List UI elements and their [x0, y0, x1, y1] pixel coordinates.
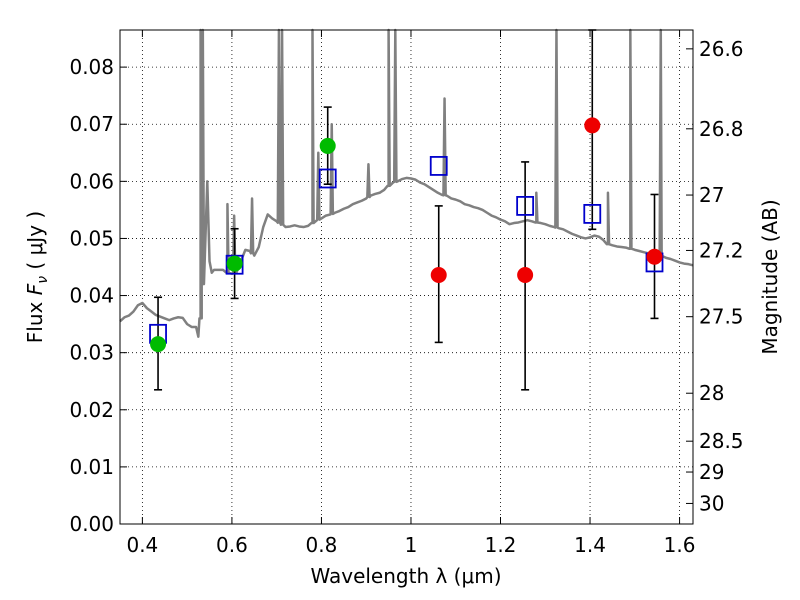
magnitude-tick-label: 26.8 [699, 117, 744, 141]
magnitude-tick-label: 30 [699, 491, 724, 515]
filled-circle-marker [646, 248, 663, 265]
y-tick-label: 0.03 [69, 341, 114, 365]
filled-circle-marker [584, 117, 601, 134]
x-tick-label: 1.6 [664, 533, 696, 557]
y-axis-title-prefix: Flux [23, 295, 47, 343]
filled-circle-marker [226, 255, 243, 272]
magnitude-tick-label: 26.6 [699, 37, 744, 61]
magnitude-tick-label: 28.5 [699, 429, 744, 453]
open-square-marker [429, 156, 448, 176]
grid-lines [120, 30, 693, 525]
y-axis-title-subscript: ν [35, 276, 51, 284]
open-square-marker [516, 195, 535, 216]
y-axis-title-symbol: F [23, 283, 47, 295]
x-tick-label: 0.8 [306, 533, 338, 557]
spectrum-line [119, 28, 694, 338]
y-tick-label: 0.05 [69, 226, 114, 250]
open-square-marker [318, 168, 337, 189]
x-tick-label: 1.4 [574, 533, 606, 557]
y-tick-label: 0.01 [69, 455, 114, 479]
filled-circle-marker [517, 267, 534, 284]
right-axis-title: Magnitude (AB) [758, 199, 782, 354]
y-tick-label: 0.07 [69, 112, 114, 136]
y-axis-title: Flux Fν ( μJy ) [23, 211, 51, 343]
x-tick-label: 1.2 [485, 533, 517, 557]
x-tick-label: 0.6 [216, 533, 248, 557]
model-spectrum [119, 28, 694, 338]
magnitude-tick-label: 27.2 [699, 238, 744, 262]
data-markers [149, 117, 664, 353]
error-bars [154, 29, 659, 391]
magnitude-tick-label: 27 [699, 183, 724, 207]
magnitude-tick-label: 29 [699, 460, 724, 484]
x-tick-label: 0.4 [126, 533, 158, 557]
y-tick-label: 0.08 [69, 55, 114, 79]
filled-circle-marker [150, 336, 167, 353]
y-tick-label: 0.04 [69, 284, 114, 308]
y-axis-title-suffix: ( μJy ) [23, 211, 47, 276]
y-tick-label: 0.02 [69, 398, 114, 422]
plot-frame [119, 29, 694, 525]
filled-circle-marker [430, 267, 447, 284]
x-tick-label: 1 [405, 533, 418, 557]
x-axis-title: Wavelength λ (μm) [310, 564, 501, 588]
magnitude-tick-label: 27.5 [699, 305, 744, 329]
y-tick-label: 0.00 [69, 512, 114, 536]
y-tick-label: 0.06 [69, 169, 114, 193]
tick-labels: 0.4 0.6 0.8 1 1.2 1.4 1.6 0.00 0.01 0.02 0.03 0.04 0… [69, 37, 743, 557]
open-square-marker [583, 203, 602, 224]
filled-circle-marker [319, 137, 336, 154]
magnitude-tick-label: 28 [699, 381, 724, 405]
axis-ticks [120, 30, 693, 525]
